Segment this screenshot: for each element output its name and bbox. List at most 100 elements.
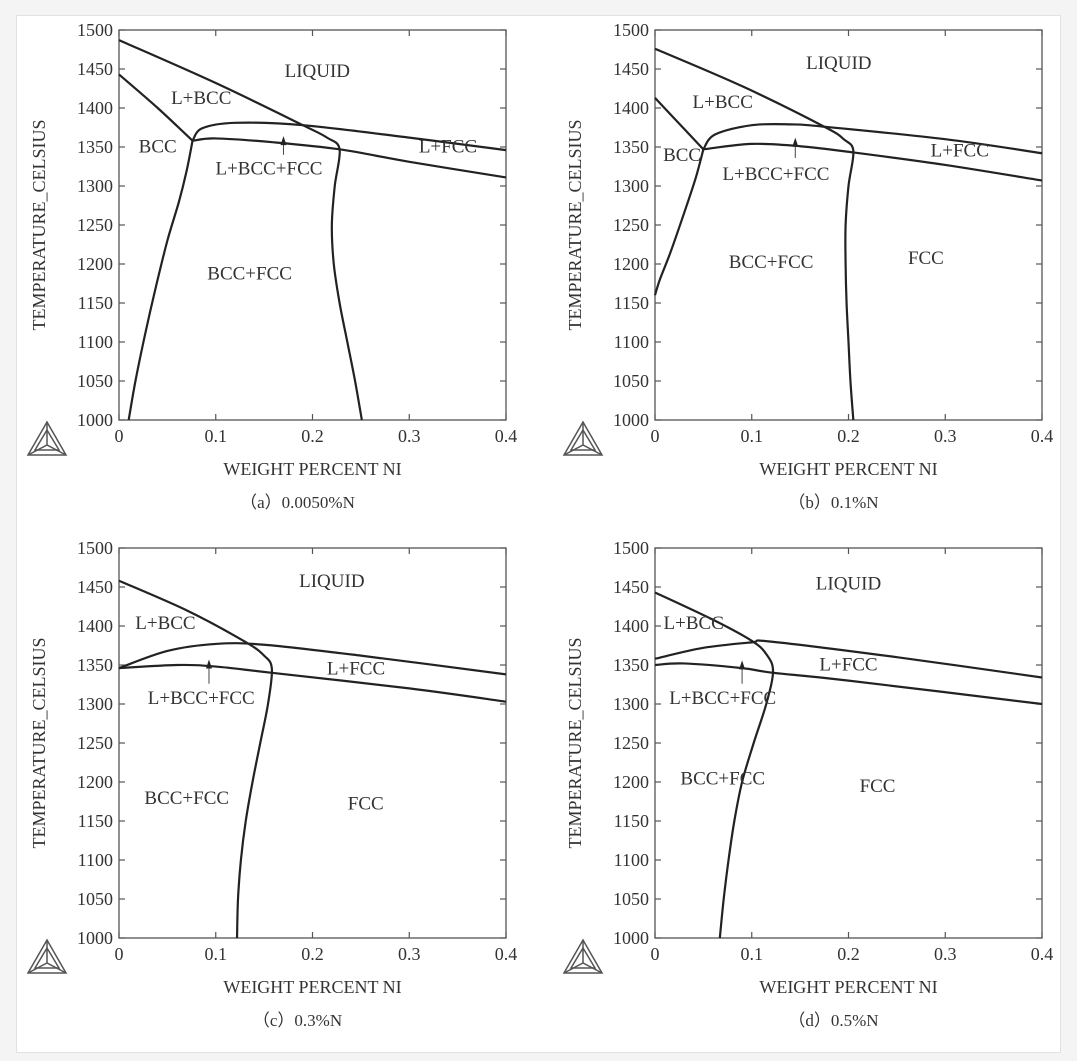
panel-caption: （c）0.3%N [253, 1011, 342, 1030]
phase-label: L+FCC [419, 136, 477, 157]
y-tick-label: 1250 [77, 215, 113, 235]
phase-label: BCC [139, 136, 177, 157]
y-tick-label: 1100 [78, 332, 113, 352]
phase-boundary-line [702, 122, 1043, 155]
phase-label: L+BCC+FCC [722, 164, 829, 185]
y-tick-label: 1150 [614, 811, 649, 831]
x-tick-label: 0.4 [495, 944, 518, 964]
y-tick-label: 1450 [613, 59, 649, 79]
phase-label: L+BCC+FCC [148, 688, 255, 709]
phase-label: L+BCC [135, 613, 195, 634]
y-tick-label: 1350 [77, 655, 113, 675]
phase-label: FCC [348, 793, 384, 814]
y-tick-label: 1150 [614, 293, 649, 313]
y-tick-label: 1500 [77, 20, 113, 40]
y-tick-label: 1400 [77, 98, 113, 118]
phase-label: FCC [860, 776, 896, 797]
arrow-head-icon [792, 137, 799, 147]
phase-boundary-line [192, 137, 507, 179]
y-tick-label: 1050 [77, 889, 113, 909]
y-tick-label: 1350 [77, 137, 113, 157]
y-axis-label: TEMPERATURE_CELSIUS [29, 637, 49, 848]
y-tick-label: 1100 [614, 332, 649, 352]
y-tick-label: 1050 [77, 371, 113, 391]
thermo-calc-logo-icon [26, 938, 68, 974]
x-tick-label: 0 [651, 426, 660, 446]
y-tick-label: 1200 [613, 772, 649, 792]
phase-label: L+FCC [931, 140, 989, 161]
arrow-head-icon [280, 136, 287, 146]
phase-label: BCC+FCC [207, 264, 292, 285]
y-tick-label: 1200 [77, 772, 113, 792]
phase-label: L+BCC [171, 88, 231, 109]
thermo-calc-logo-icon [562, 420, 604, 456]
panel-b: 1000 1050 1100 1150 1200 1250 1300 1350 1400 1450… [536, 0, 1072, 518]
y-tick-label: 1250 [77, 733, 113, 753]
phase-boundary-line [654, 47, 855, 421]
phase-boundary-line [127, 140, 194, 421]
phase-boundary-line [118, 663, 507, 703]
x-axis-label: WEIGHT PERCENT NI [223, 459, 401, 479]
x-tick-label: 0.4 [1031, 426, 1054, 446]
y-tick-label: 1300 [613, 694, 649, 714]
x-tick-label: 0.2 [301, 426, 324, 446]
y-tick-label: 1000 [77, 410, 113, 430]
panel-caption: （a）0.0050%N [240, 493, 355, 512]
phase-label: L+BCC [664, 613, 724, 634]
y-tick-label: 1300 [77, 176, 113, 196]
y-tick-label: 1450 [77, 59, 113, 79]
x-tick-label: 0.1 [205, 426, 228, 446]
y-tick-label: 1250 [613, 215, 649, 235]
phase-boundary-line [654, 97, 705, 151]
y-tick-label: 1000 [77, 928, 113, 948]
phase-boundary-line [118, 579, 274, 939]
phase-boundary-line [118, 39, 363, 421]
phase-label: L+BCC+FCC [215, 158, 322, 179]
y-tick-label: 1250 [613, 733, 649, 753]
x-tick-label: 0.4 [495, 426, 518, 446]
phase-boundary-line [118, 642, 507, 676]
phase-label: LIQUID [816, 573, 881, 594]
y-tick-label: 1100 [614, 850, 649, 870]
y-tick-label: 1450 [613, 577, 649, 597]
x-tick-label: 0.3 [934, 426, 957, 446]
phase-boundary-line [653, 149, 705, 296]
x-tick-label: 0.3 [398, 944, 421, 964]
phase-label: BCC+FCC [729, 252, 814, 273]
y-tick-label: 1050 [613, 371, 649, 391]
y-tick-label: 1300 [77, 694, 113, 714]
x-tick-label: 0 [651, 944, 660, 964]
x-tick-label: 0.1 [205, 944, 228, 964]
y-tick-label: 1150 [78, 293, 113, 313]
phase-label: L+BCC [693, 92, 753, 113]
y-axis-label: TEMPERATURE_CELSIUS [565, 119, 585, 330]
y-tick-label: 1400 [613, 616, 649, 636]
y-tick-label: 1300 [613, 176, 649, 196]
plot-area [654, 547, 1043, 939]
phase-label: L+FCC [819, 654, 877, 675]
y-tick-label: 1400 [613, 98, 649, 118]
y-tick-label: 1000 [613, 410, 649, 430]
x-tick-label: 0.3 [934, 944, 957, 964]
y-tick-label: 1450 [77, 577, 113, 597]
y-tick-label: 1200 [613, 254, 649, 274]
y-tick-label: 1100 [78, 850, 113, 870]
phase-label: LIQUID [299, 571, 364, 592]
panel-caption: （b）0.1%N [788, 493, 878, 512]
phase-label: BCC [663, 145, 701, 166]
x-tick-label: 0.1 [741, 944, 764, 964]
arrow-head-icon [739, 660, 746, 670]
x-tick-label: 0.2 [837, 944, 860, 964]
x-tick-label: 0.2 [837, 426, 860, 446]
panel-d: 1000 1050 1100 1150 1200 1250 1300 1350 1400 1450… [536, 518, 1072, 1036]
y-tick-label: 1500 [613, 20, 649, 40]
panel-c: 1000 1050 1100 1150 1200 1250 1300 1350 1400 1450… [0, 518, 536, 1036]
thermo-calc-logo-icon [26, 420, 68, 456]
phase-boundary-line [654, 639, 1043, 679]
phase-label: FCC [908, 248, 944, 269]
phase-label: L+BCC+FCC [669, 688, 776, 709]
phase-boundary-line [703, 142, 1043, 182]
y-axis-label: TEMPERATURE_CELSIUS [565, 637, 585, 848]
phase-boundary-line [654, 662, 1043, 706]
